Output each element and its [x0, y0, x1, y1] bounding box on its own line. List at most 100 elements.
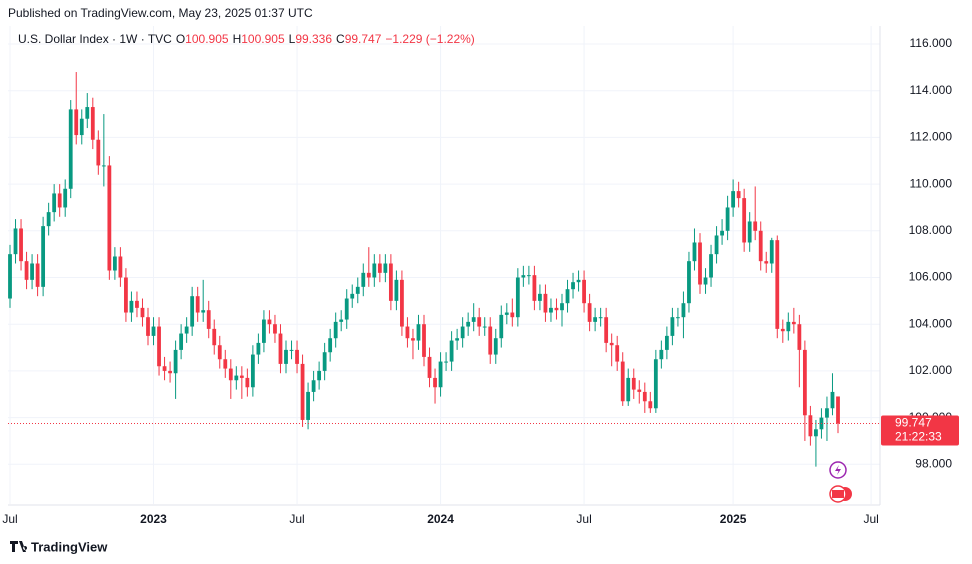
candle-body — [836, 396, 840, 424]
candle-body — [692, 242, 697, 262]
c-value: 99.747 — [345, 32, 382, 46]
ohlc-legend: U.S. Dollar Index · 1W · TVC O100.905 H100… — [18, 32, 475, 46]
candle-body — [228, 368, 233, 381]
candle-body — [173, 349, 178, 374]
candle-body — [295, 349, 299, 364]
candle-body — [587, 303, 592, 322]
candle-body — [13, 228, 18, 255]
candle-body — [96, 139, 101, 166]
candle-body — [620, 361, 625, 402]
candle-body — [85, 107, 90, 119]
candle-body — [510, 312, 515, 318]
candle-body — [504, 312, 509, 315]
candle-body — [79, 118, 84, 136]
candle-body — [703, 277, 708, 285]
candle-body — [245, 377, 250, 388]
candle-body — [538, 293, 542, 301]
candle-body — [560, 303, 564, 311]
candles — [8, 72, 840, 467]
candle-body — [515, 277, 520, 318]
candle-body — [565, 289, 570, 304]
candle-body — [273, 324, 277, 334]
candle-body — [830, 391, 835, 409]
candle-body — [239, 375, 244, 378]
candle-body — [593, 317, 598, 322]
candle-body — [63, 188, 68, 208]
candle-body — [35, 263, 40, 287]
candle-body — [333, 321, 338, 339]
candle-body — [195, 296, 200, 313]
candle-body — [52, 193, 57, 213]
candle-body — [725, 207, 730, 231]
candle-body — [151, 326, 156, 336]
candle-body — [234, 375, 239, 381]
candle-body — [670, 317, 675, 336]
y-tick-label: 102.000 — [909, 363, 953, 377]
y-tick-label: 114.000 — [910, 83, 953, 97]
candle-body — [521, 275, 526, 278]
candle-body — [449, 340, 454, 362]
y-tick-label: 116.000 — [910, 36, 953, 50]
tv-logo — [10, 541, 28, 552]
candle-body — [427, 356, 432, 378]
candle-body — [179, 333, 184, 350]
candle-body — [676, 317, 680, 319]
symbol: U.S. Dollar Index · 1W · TVC — [18, 32, 172, 46]
candle-body — [747, 221, 752, 243]
candle-body — [118, 256, 123, 278]
candle-body — [107, 165, 112, 271]
candle-body — [626, 377, 631, 402]
candle-body — [90, 107, 95, 140]
candle-body — [471, 317, 476, 322]
candle-body — [549, 307, 553, 313]
candle-body — [262, 319, 266, 343]
candle-body — [814, 429, 818, 437]
o-value: 100.905 — [185, 32, 229, 46]
candle-body — [571, 282, 575, 290]
candle-body — [256, 342, 261, 355]
candle-body — [19, 228, 23, 262]
x-tick-label: 2024 — [427, 512, 454, 526]
candle-body — [742, 198, 747, 243]
candle-body — [74, 109, 79, 136]
candle-body — [157, 326, 161, 367]
flag-icon-fill — [832, 490, 844, 498]
y-tick-label: 110.000 — [910, 176, 953, 190]
candle-body — [206, 310, 211, 329]
candle-body — [753, 221, 758, 231]
candle-body — [526, 275, 531, 277]
candle-body — [709, 254, 713, 278]
candle-body — [284, 349, 288, 364]
h-label: H — [233, 32, 242, 46]
candle-body — [499, 314, 504, 339]
candle-body — [135, 300, 139, 308]
candle-body — [444, 361, 448, 363]
candle-body — [30, 263, 34, 280]
x-tick-label: Jul — [289, 512, 304, 526]
candle-body — [433, 377, 437, 388]
candle-body — [289, 349, 294, 351]
candle-body — [190, 296, 195, 327]
candle-body — [482, 326, 487, 328]
candle-body — [124, 277, 128, 313]
candle-body — [791, 321, 796, 325]
candle-body — [278, 333, 283, 364]
candle-body — [609, 342, 614, 346]
candle-body — [411, 338, 415, 341]
candle-body — [8, 254, 12, 299]
candle-body — [24, 261, 29, 280]
candle-body — [543, 293, 548, 313]
l-label: L — [289, 32, 296, 46]
candle-body — [201, 310, 206, 313]
candle-body — [422, 324, 426, 357]
o-label: O — [176, 32, 185, 46]
brand: TradingView — [31, 539, 108, 554]
candle-body — [775, 240, 780, 329]
candle-body — [328, 338, 333, 353]
y-tick-label: 104.000 — [909, 316, 953, 330]
candle-body — [146, 317, 150, 336]
y-tick-label: 112.000 — [910, 130, 953, 144]
candle-body — [653, 359, 658, 409]
candle-body — [642, 391, 647, 402]
candle-body — [758, 230, 763, 262]
